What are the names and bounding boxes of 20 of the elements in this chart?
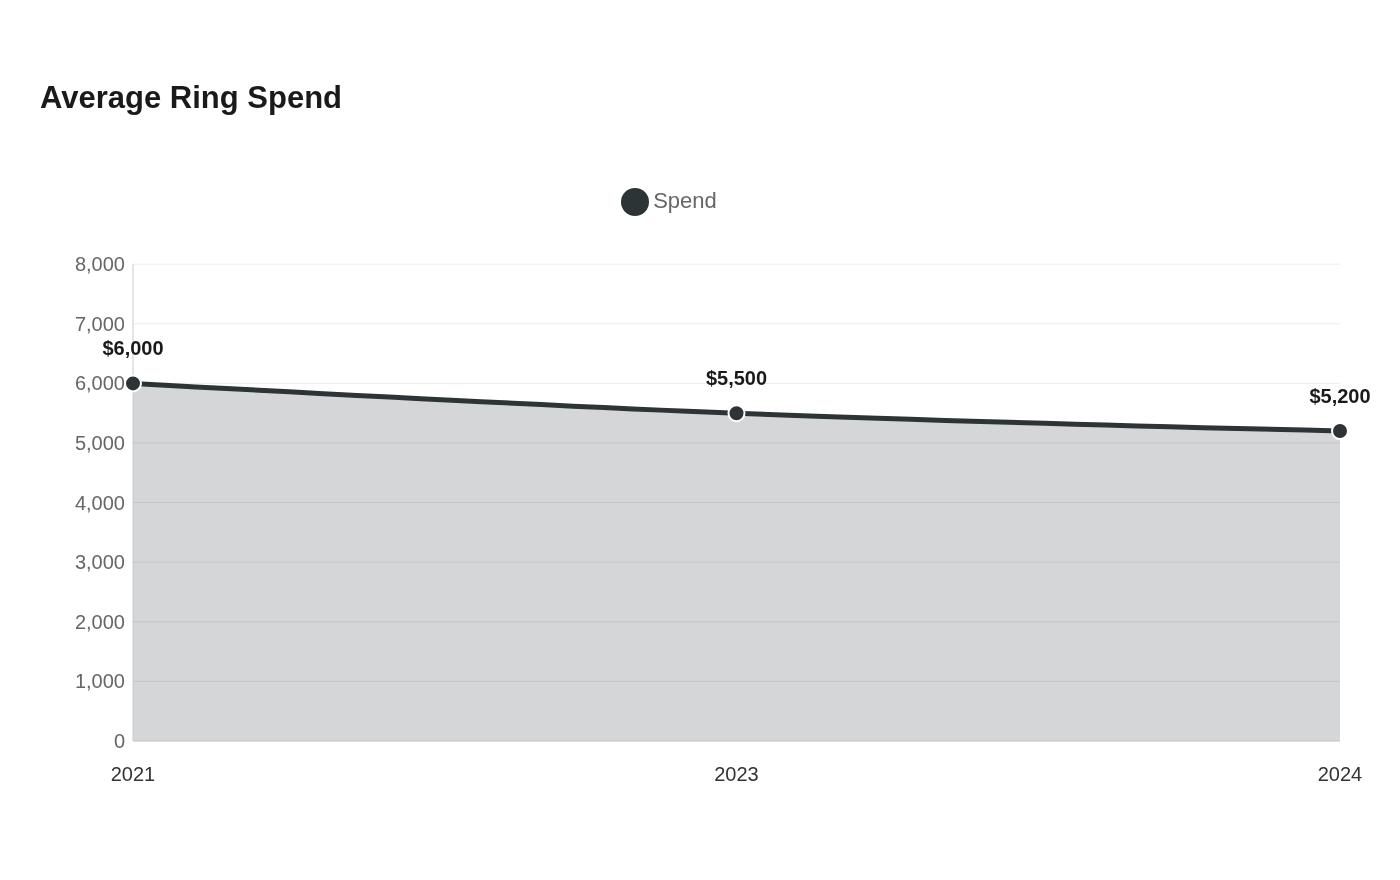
x-tick-label: 2023 xyxy=(714,763,759,786)
y-tick-label: 4,000 xyxy=(74,491,125,514)
chart-title: Average Ring Spend xyxy=(40,80,343,116)
legend-label: Spend xyxy=(653,188,717,213)
x-tick-label: 2021 xyxy=(110,763,156,786)
y-tick-label: 0 xyxy=(113,730,125,753)
point xyxy=(727,404,746,423)
point xyxy=(1331,422,1349,441)
y-tick-label: 2,000 xyxy=(74,610,125,633)
y-tick-label: 1,000 xyxy=(74,670,125,693)
y-tick-label: 7,000 xyxy=(74,312,125,335)
data-label: $5,500 xyxy=(705,367,768,390)
y-tick-label: 8,000 xyxy=(74,253,125,276)
x-tick-label: 2024 xyxy=(1317,763,1363,786)
point xyxy=(124,374,142,393)
y-tick-label: 3,000 xyxy=(74,551,125,574)
y-tick-label: 5,000 xyxy=(74,432,125,455)
y-tick-label: 6,000 xyxy=(74,372,125,395)
data-label: $5,200 xyxy=(1309,385,1371,408)
data-label: $6,000 xyxy=(102,337,164,360)
